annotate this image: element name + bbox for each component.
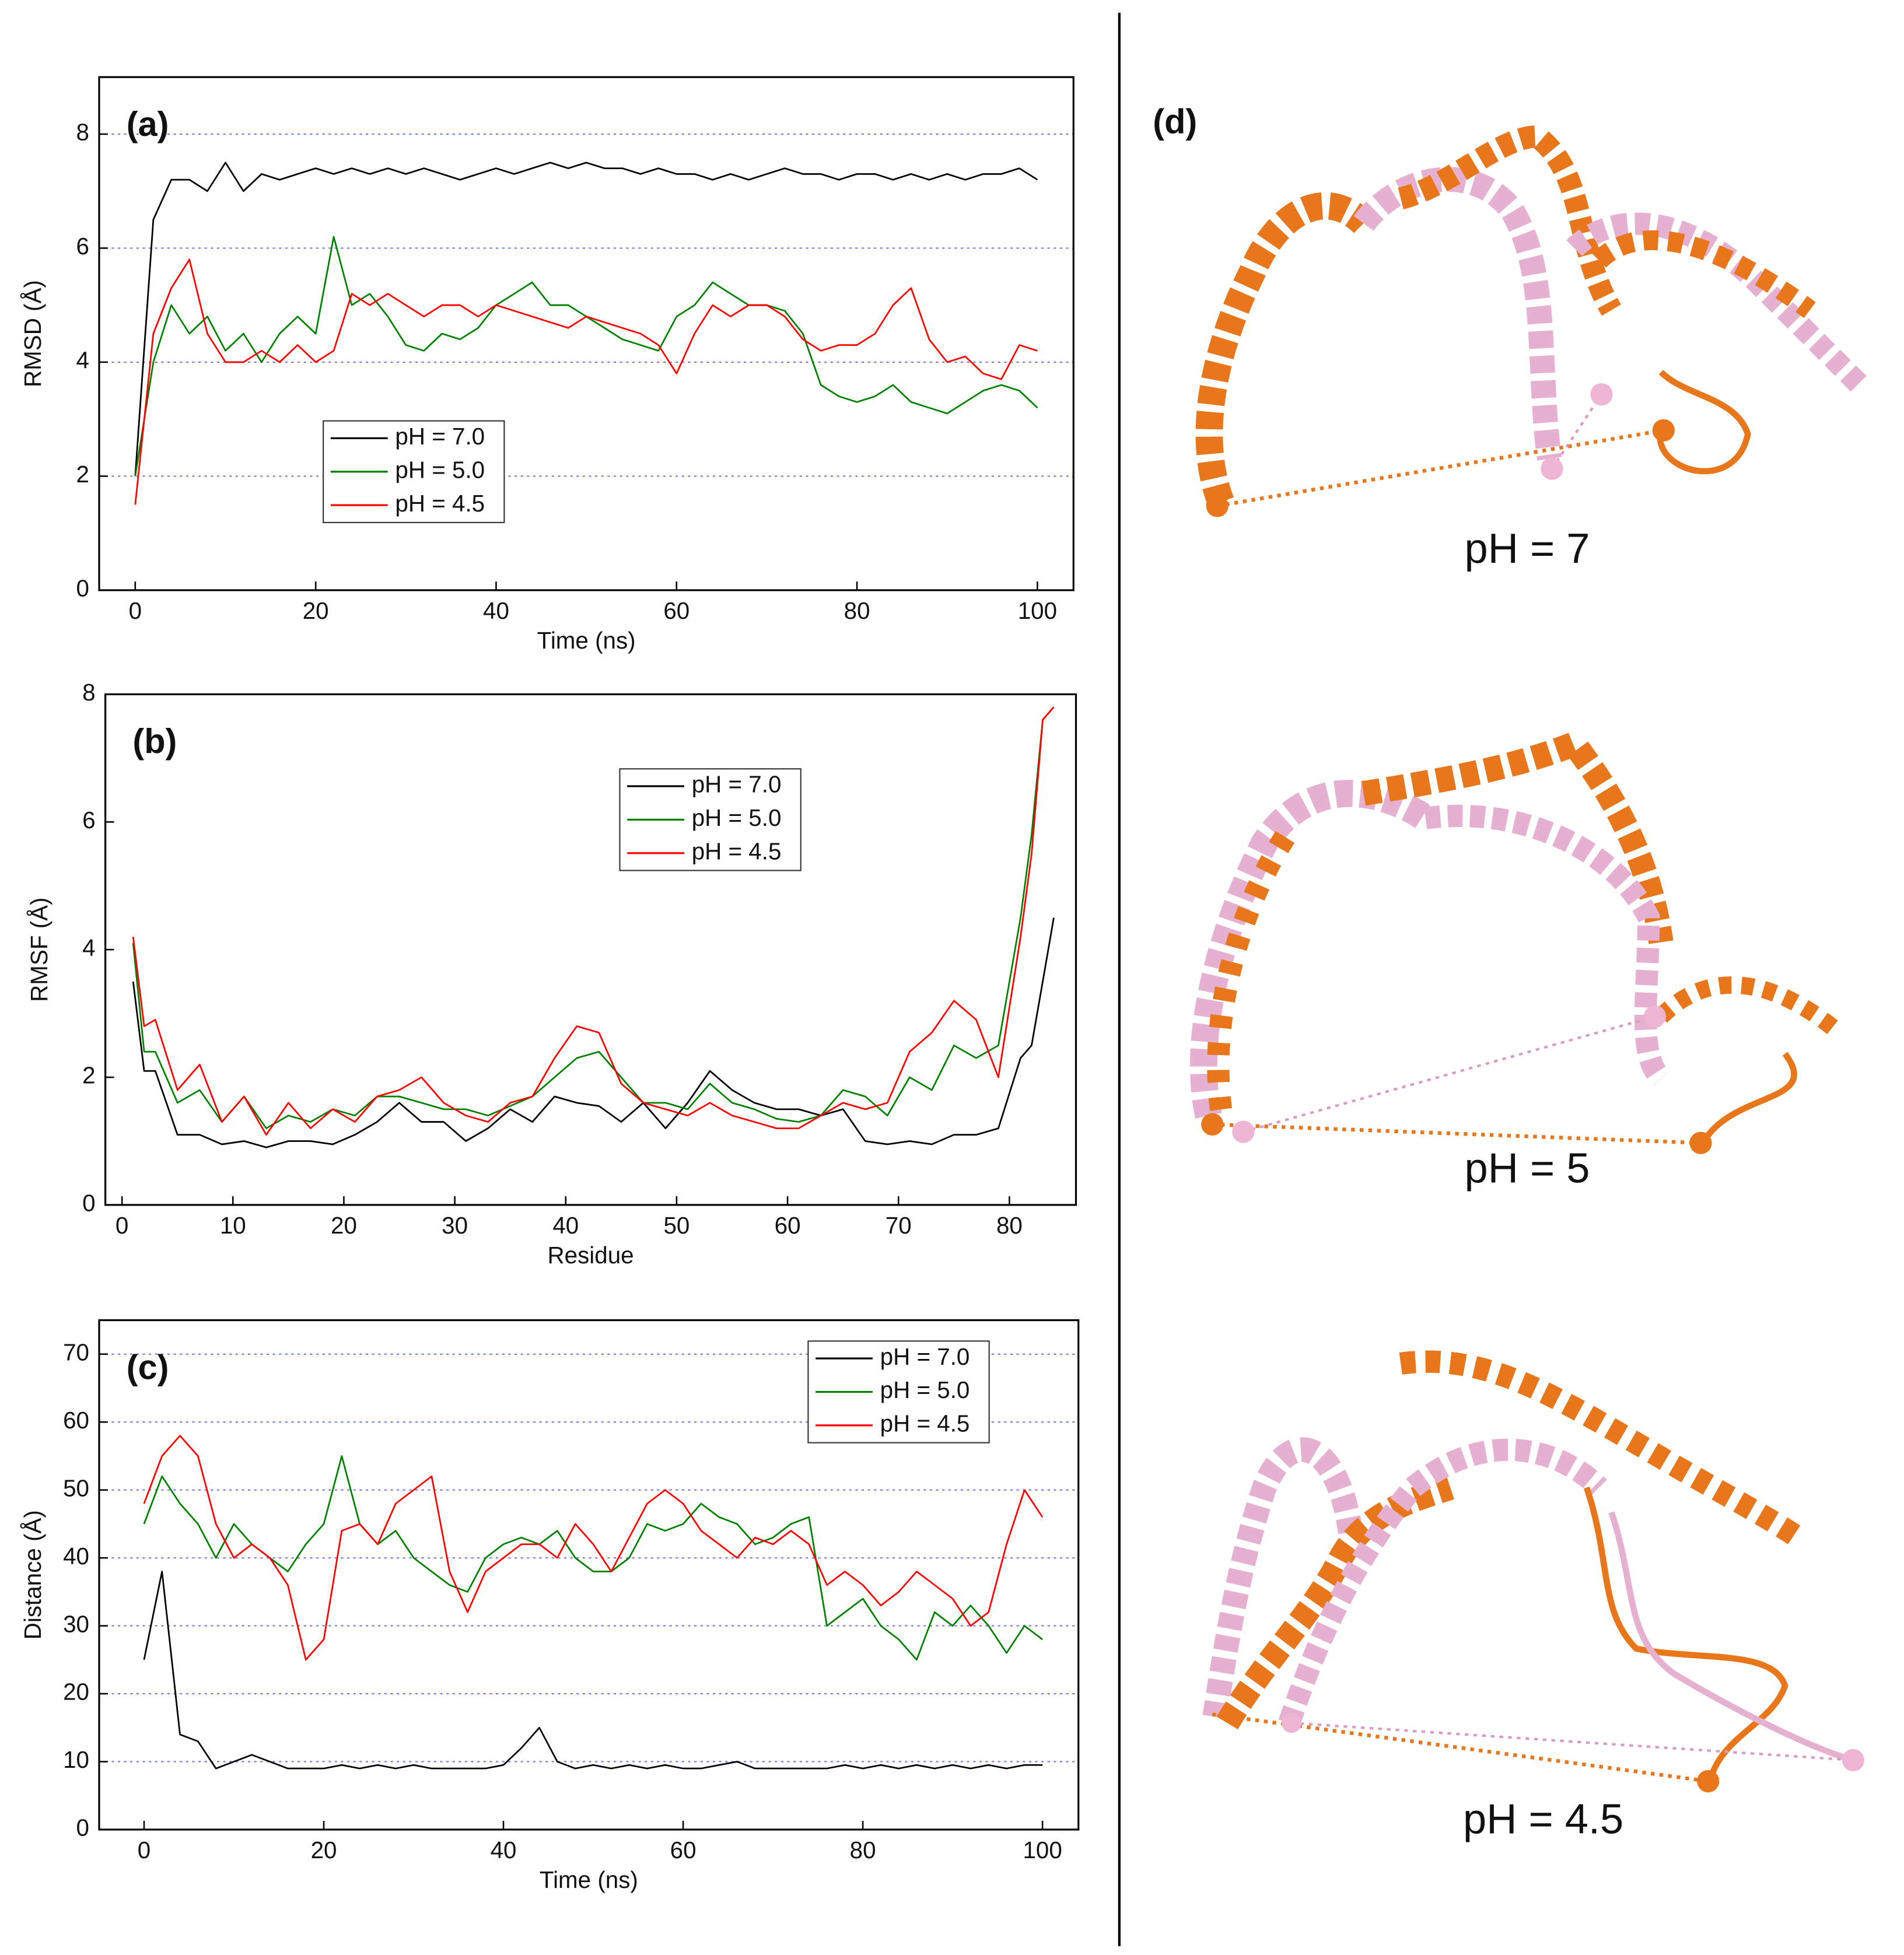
x-tick-label: 100 bbox=[1023, 1837, 1062, 1863]
legend: pH = 7.0 pH = 5.0 pH = 4.5 bbox=[323, 420, 505, 523]
x-tick-label: 80 bbox=[844, 597, 870, 624]
x-tick-label: 80 bbox=[850, 1837, 876, 1863]
legend-label: pH = 4.5 bbox=[395, 490, 485, 517]
data-line bbox=[143, 1571, 1043, 1770]
y-axis-title: Distance (Å) bbox=[19, 1510, 46, 1639]
legend-label: pH = 4.5 bbox=[692, 838, 782, 864]
x-tick-label: 0 bbox=[138, 1837, 150, 1863]
x-axis-title: Time (ns) bbox=[537, 627, 636, 654]
data-line bbox=[132, 706, 1055, 1136]
y-tick-label: 60 bbox=[63, 1407, 89, 1434]
y-tick-label: 10 bbox=[63, 1746, 89, 1773]
panel-label: (d) bbox=[1153, 102, 1197, 141]
x-tick-label: 0 bbox=[116, 1212, 128, 1239]
x-tick-label: 20 bbox=[303, 597, 329, 624]
y-tick-label: 6 bbox=[82, 807, 95, 833]
structure-caption: pH = 4.5 bbox=[1463, 1796, 1623, 1842]
y-tick-label: 2 bbox=[82, 1062, 95, 1089]
structure-caption: pH = 5 bbox=[1465, 1145, 1590, 1192]
y-tick-label: 40 bbox=[63, 1543, 89, 1569]
structure-caption: pH = 7 bbox=[1465, 525, 1590, 572]
y-tick-label: 0 bbox=[76, 575, 89, 602]
y-tick-label: 20 bbox=[63, 1679, 89, 1705]
legend-label: pH = 7.0 bbox=[692, 771, 782, 798]
plot-frame bbox=[98, 1319, 1080, 1831]
data-line bbox=[134, 258, 1038, 505]
y-axis-title: RMSD (Å) bbox=[19, 280, 46, 387]
x-tick-label: 20 bbox=[331, 1212, 357, 1239]
y-tick-label: 0 bbox=[82, 1190, 95, 1217]
y-tick-label: 70 bbox=[63, 1339, 89, 1365]
y-tick-label: 0 bbox=[76, 1814, 89, 1841]
panel-label: (c) bbox=[127, 1347, 169, 1386]
legend-label: pH = 5.0 bbox=[880, 1376, 970, 1403]
y-axis-title: RMSF (Å) bbox=[26, 898, 52, 1002]
x-tick-label: 60 bbox=[663, 597, 690, 624]
plot-frame bbox=[104, 693, 1077, 1206]
data-line bbox=[143, 1435, 1044, 1661]
y-tick-label: 30 bbox=[63, 1610, 89, 1637]
protein-structure bbox=[1202, 1350, 1864, 1793]
y-tick-label: 50 bbox=[63, 1474, 89, 1501]
panel-label: (b) bbox=[132, 721, 177, 761]
panel-label: (a) bbox=[127, 104, 169, 143]
x-tick-label: 40 bbox=[491, 1837, 517, 1863]
x-tick-label: 0 bbox=[129, 597, 142, 624]
x-tick-label: 60 bbox=[775, 1212, 801, 1239]
x-tick-label: 30 bbox=[442, 1212, 468, 1239]
x-axis-title: Residue bbox=[548, 1242, 634, 1269]
legend-label: pH = 5.0 bbox=[395, 456, 485, 483]
legend-label: pH = 4.5 bbox=[880, 1410, 970, 1437]
x-tick-label: 50 bbox=[663, 1212, 690, 1239]
x-tick-label: 20 bbox=[311, 1837, 337, 1863]
x-axis-title: Time (ns) bbox=[540, 1866, 638, 1893]
legend-label: pH = 7.0 bbox=[880, 1343, 970, 1370]
protein-structure bbox=[1195, 125, 1868, 517]
x-tick-label: 100 bbox=[1018, 597, 1057, 624]
x-tick-label: 70 bbox=[886, 1212, 912, 1239]
y-tick-label: 4 bbox=[82, 934, 95, 961]
data-line bbox=[134, 162, 1038, 477]
y-tick-label: 4 bbox=[76, 347, 89, 374]
plot-frame bbox=[98, 76, 1074, 591]
y-tick-label: 8 bbox=[82, 679, 95, 706]
y-tick-label: 2 bbox=[76, 461, 89, 488]
legend-label: pH = 5.0 bbox=[692, 804, 782, 831]
x-tick-label: 40 bbox=[483, 597, 509, 624]
y-tick-label: 8 bbox=[76, 119, 89, 146]
x-tick-label: 40 bbox=[552, 1212, 579, 1239]
x-tick-label: 10 bbox=[220, 1212, 246, 1239]
x-tick-label: 80 bbox=[996, 1212, 1023, 1239]
data-line bbox=[143, 1455, 1043, 1661]
y-tick-label: 6 bbox=[76, 233, 89, 260]
legend-label: pH = 7.0 bbox=[395, 423, 485, 450]
x-tick-label: 60 bbox=[670, 1837, 696, 1863]
legend: pH = 7.0 pH = 5.0 pH = 4.5 bbox=[619, 768, 802, 871]
protein-structure bbox=[1190, 728, 1840, 1154]
data-line bbox=[132, 917, 1055, 1148]
legend: pH = 7.0 pH = 5.0 pH = 4.5 bbox=[807, 1340, 990, 1444]
